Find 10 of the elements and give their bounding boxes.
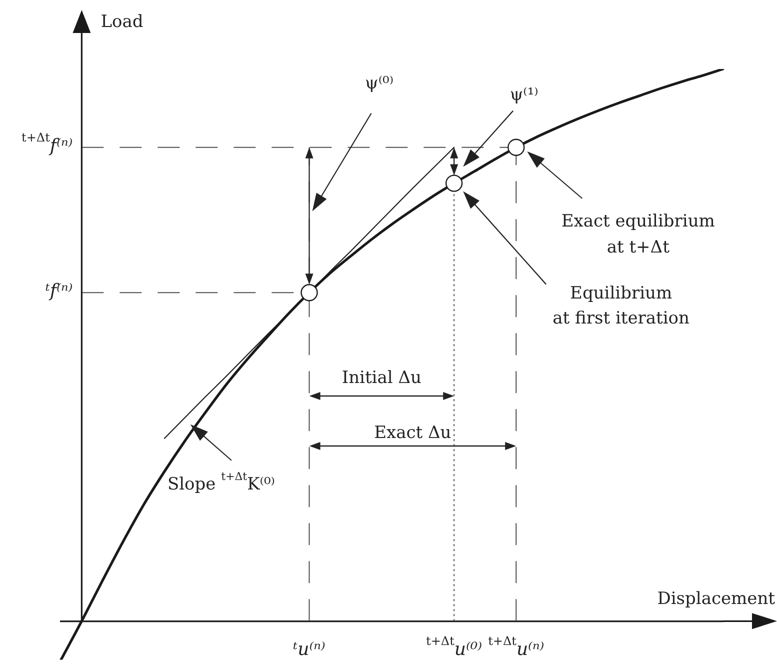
ref-line-label: ᵗf⁽ⁿ⁾ xyxy=(45,280,73,302)
x-axis-title: Displacement xyxy=(657,589,776,610)
annotation: Equilibrium at first iteration xyxy=(552,283,690,328)
annotation: ψ⁽¹⁾ xyxy=(510,84,538,105)
annotation: Exact equilibrium at t+Δt xyxy=(561,211,715,258)
annotation: ψ⁽⁰⁾ xyxy=(365,73,394,94)
x-tick-label: ᵗu⁽ⁿ⁾ xyxy=(293,639,326,660)
annotation: Exact Δu xyxy=(374,423,452,443)
annotation: Initial Δu xyxy=(342,368,422,388)
y-axis-title: Load xyxy=(100,12,144,32)
